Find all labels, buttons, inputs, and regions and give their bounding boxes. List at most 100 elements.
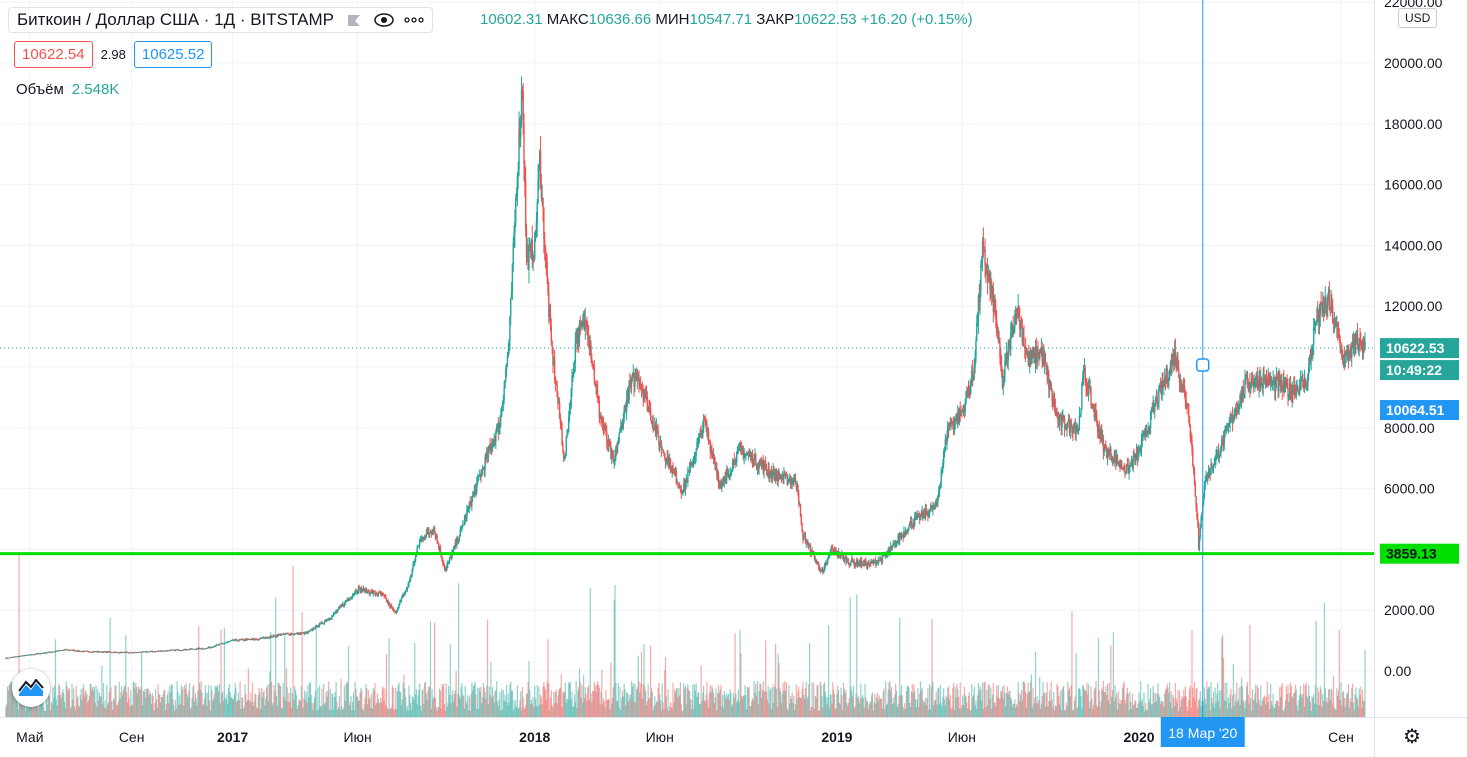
volume-bar <box>693 709 695 717</box>
candle-body <box>709 441 711 452</box>
candle-body <box>421 537 423 539</box>
candle-body <box>1232 418 1235 423</box>
candle-body <box>928 514 930 517</box>
candle-body <box>378 592 380 594</box>
candle-body <box>573 362 576 369</box>
candle-body <box>519 129 521 139</box>
volume-bar <box>905 691 908 717</box>
candle-body <box>753 457 755 466</box>
volume-bar <box>426 699 428 717</box>
volume-bar <box>1232 663 1234 717</box>
volume-bar <box>569 682 571 717</box>
more-icon[interactable] <box>404 10 424 30</box>
volume-bar <box>464 686 466 717</box>
candle-body <box>805 542 807 544</box>
volume-bar <box>855 693 857 717</box>
volume-bar <box>932 681 934 717</box>
candle-body <box>863 561 865 565</box>
symbol-box[interactable]: Биткоин / Доллар США · 1Д · BITSTAMP <box>8 7 433 33</box>
candle-body <box>270 635 272 637</box>
candle-body <box>596 384 598 391</box>
candle-body <box>764 463 766 465</box>
candle-body <box>837 554 839 557</box>
candle-body <box>1328 289 1331 307</box>
candle-body <box>426 530 428 534</box>
volume-bar <box>491 697 493 717</box>
candle-body <box>910 521 913 526</box>
volume-bar <box>1231 695 1234 717</box>
candle-body <box>704 419 706 422</box>
volume-bar <box>947 687 949 717</box>
candle-body <box>139 652 141 653</box>
volume-bar <box>843 688 845 717</box>
candle-body <box>996 332 999 339</box>
volume-bar <box>390 706 393 717</box>
volume-bar <box>1340 682 1342 717</box>
candle-body <box>530 240 533 247</box>
volume-bar <box>513 700 515 717</box>
candle-body <box>729 473 731 477</box>
volume-bar <box>735 694 737 717</box>
volume-bar <box>308 696 310 717</box>
candle-body <box>564 454 567 457</box>
volume-bar <box>1236 682 1238 717</box>
volume-bar <box>331 693 333 717</box>
volume-bar <box>1249 624 1251 717</box>
volume-bar <box>90 684 92 717</box>
candle-body <box>668 458 670 468</box>
candle-body <box>1005 352 1008 361</box>
candle-body <box>385 599 388 602</box>
candle-body <box>194 649 197 650</box>
volume-bar <box>209 710 211 717</box>
volume-bar <box>859 698 861 717</box>
volume-bar <box>856 594 858 717</box>
volume-bar <box>768 703 770 717</box>
volume-bar <box>270 681 273 717</box>
candle-body <box>170 649 173 651</box>
candle-body <box>891 545 894 547</box>
candle-body <box>1084 368 1086 382</box>
candle-body <box>742 449 745 458</box>
candle-body <box>799 504 802 515</box>
volume-bar <box>1090 686 1092 717</box>
candle-body <box>112 652 115 653</box>
candle-body <box>1156 397 1158 405</box>
volume-bar <box>165 704 168 717</box>
volume-bar <box>1245 700 1247 717</box>
candle-body <box>457 540 460 543</box>
volume-bar <box>884 709 886 717</box>
candle-body <box>1207 471 1210 477</box>
y-tick-label: 18000.00 <box>1384 116 1443 132</box>
volume-bar <box>323 704 326 717</box>
volume-bar <box>1186 706 1188 717</box>
volume-bar <box>1175 699 1177 717</box>
candle-body <box>932 508 934 511</box>
crosshair-price-label-bg <box>1380 400 1459 421</box>
candle-body <box>705 421 707 424</box>
candle-body <box>995 319 998 333</box>
candle-body <box>341 605 343 607</box>
candle-body <box>632 373 634 376</box>
candle-body <box>1283 380 1285 392</box>
candle-body <box>939 484 942 487</box>
candle-body <box>314 626 317 629</box>
volume-bar <box>110 687 112 717</box>
volume-bar <box>491 687 494 717</box>
volume-bar <box>958 708 961 717</box>
volume-bar <box>973 686 975 717</box>
eye-icon[interactable] <box>374 10 394 30</box>
candle-body <box>247 639 250 640</box>
flag-icon[interactable] <box>344 10 364 30</box>
volume-bar <box>793 695 795 717</box>
volume-bar <box>652 710 654 717</box>
candle-body <box>207 647 209 649</box>
volume-bar <box>902 706 904 717</box>
candle-body <box>1169 362 1172 370</box>
candle-body <box>1270 378 1273 383</box>
candle-body <box>487 449 490 458</box>
candle-body <box>1125 463 1128 472</box>
candle-body <box>6 658 9 659</box>
volume-bar <box>943 699 946 717</box>
candle-body <box>995 310 997 320</box>
